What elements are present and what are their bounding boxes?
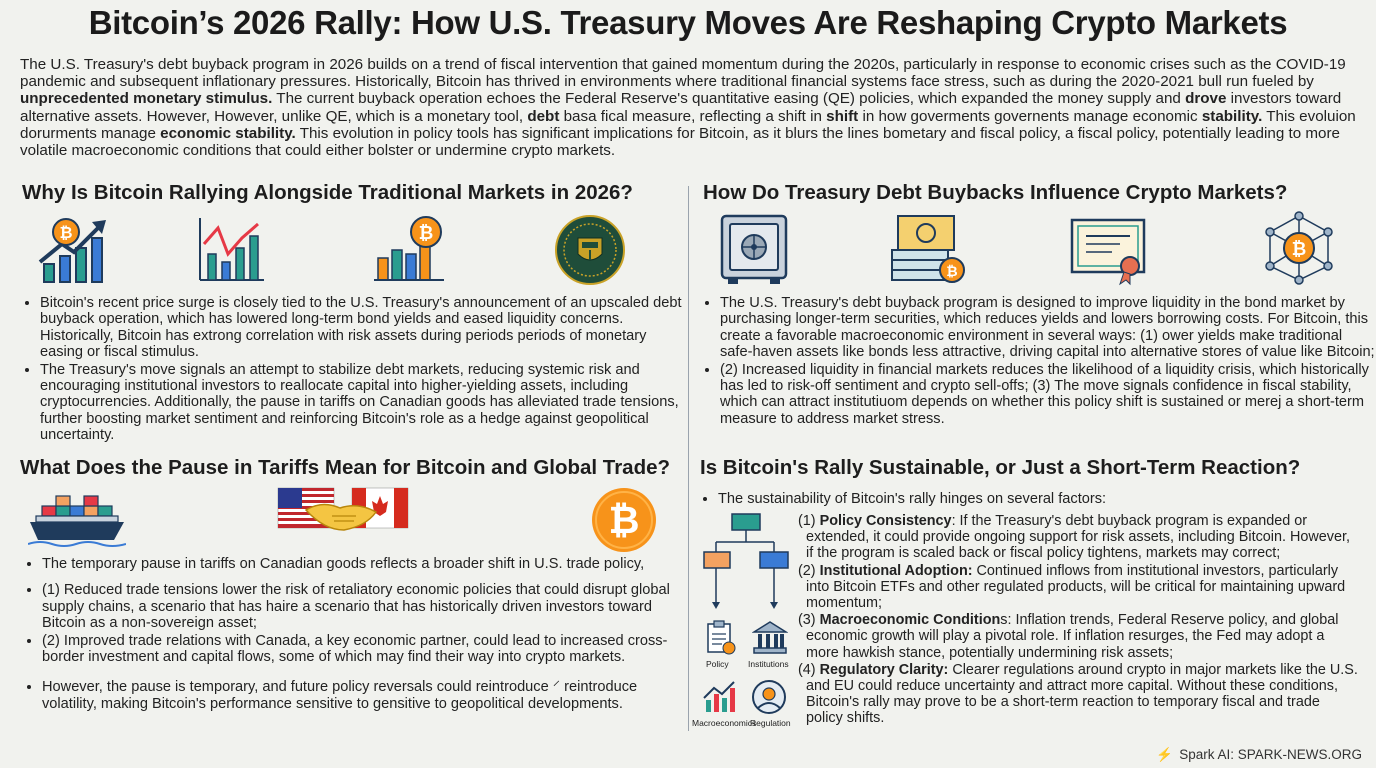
buybacks-bullet: (2) Increased liquidity in financial mar…: [720, 362, 1375, 428]
column-divider: [688, 186, 689, 731]
page-title: Bitcoin’s 2026 Rally: How U.S. Treasury …: [88, 4, 1288, 41]
tariffs-bullet: (1) Reduced trade tensions lower the ris…: [42, 582, 692, 631]
svg-text:₿: ₿: [1292, 239, 1307, 259]
bitcoin-bar-chart-icon: ₿: [374, 216, 444, 281]
bitcoin-coin-icon: ₿: [592, 488, 656, 552]
cash-bitcoin-icon: ₿: [891, 215, 965, 283]
tariffs-bullet: The temporary pause in tariffs on Canadi…: [42, 556, 692, 572]
heading-rally: Why Is Bitcoin Rallying Alongside Tradit…: [22, 181, 633, 204]
tariffs-bullet: However, the pause is temporary, and fut…: [42, 679, 692, 712]
heading-sustainable: Is Bitcoin's Rally Sustainable, or Just …: [700, 456, 1301, 479]
bond-certificate-icon: [1070, 218, 1146, 286]
policy-icon: [707, 620, 736, 655]
regulation-label: Regulation: [750, 718, 791, 728]
factor-item: (4) Regulatory Clarity: Clearer regulati…: [798, 661, 1358, 727]
rally-bullet: The Treasury's move signals an attempt t…: [40, 362, 688, 444]
flowchart-icon: [703, 513, 789, 609]
svg-text:₿: ₿: [609, 500, 640, 542]
footer-credit: ⚡ Spark AI: SPARK-NEWS.ORG: [1156, 747, 1362, 763]
factor-item: (2) Institutional Adoption: Continued in…: [798, 562, 1346, 612]
rally-bullet: Bitcoin's recent price surge is closely …: [40, 295, 688, 361]
svg-text:₿: ₿: [419, 223, 434, 243]
lightning-bolt-icon: ⚡: [1156, 747, 1174, 762]
policy-label: Policy: [706, 659, 729, 669]
cargo-ship-icon: [28, 495, 126, 547]
sustainable-lead: The sustainability of Bitcoin's rally hi…: [718, 491, 1358, 507]
macroeconomics-label: Macroeconomics: [692, 718, 757, 728]
buybacks-bullet-list: The U.S. Treasury's debt buyback program…: [702, 295, 1375, 428]
footer-text: Spark AI: SPARK-NEWS.ORG: [1179, 747, 1362, 762]
intro-paragraph: The U.S. Treasury's debt buyback program…: [20, 56, 1356, 160]
heading-tariffs: What Does the Pause in Tariffs Mean for …: [20, 456, 671, 479]
tariffs-bullet-list: The temporary pause in tariffs on Canadi…: [24, 556, 692, 713]
institutions-label: Institutions: [748, 659, 789, 669]
heading-buybacks: How Do Treasury Debt Buybacks Influence …: [703, 181, 1288, 204]
sustainability-factors-list: (1) Policy Consistency: If the Treasury'…: [798, 513, 1360, 728]
macroeconomics-icon: [703, 681, 735, 712]
institutions-icon: [752, 621, 788, 654]
regulation-icon: [752, 680, 786, 714]
svg-text:₿: ₿: [946, 263, 957, 279]
us-canada-handshake-icon: [277, 487, 409, 531]
rally-bullet-list: Bitcoin's recent price surge is closely …: [22, 295, 688, 445]
svg-text:₿: ₿: [59, 224, 72, 242]
bar-line-chart-icon: [199, 218, 264, 281]
treasury-seal-icon: [555, 215, 625, 285]
factor-item: (1) Policy Consistency: If the Treasury'…: [798, 513, 1350, 562]
tariffs-bullet: (2) Improved trade relations with Canada…: [42, 633, 692, 666]
sustainable-lead-list: The sustainability of Bitcoin's rally hi…: [700, 491, 1358, 508]
buybacks-bullet: The U.S. Treasury's debt buyback program…: [720, 295, 1375, 361]
bitcoin-network-icon: ₿: [1265, 211, 1333, 285]
vault-icon: [720, 214, 788, 284]
bitcoin-growth-chart-icon: ₿: [38, 218, 106, 283]
factor-item: (3) Macroeconomic Conditions: Inflation …: [798, 612, 1339, 661]
